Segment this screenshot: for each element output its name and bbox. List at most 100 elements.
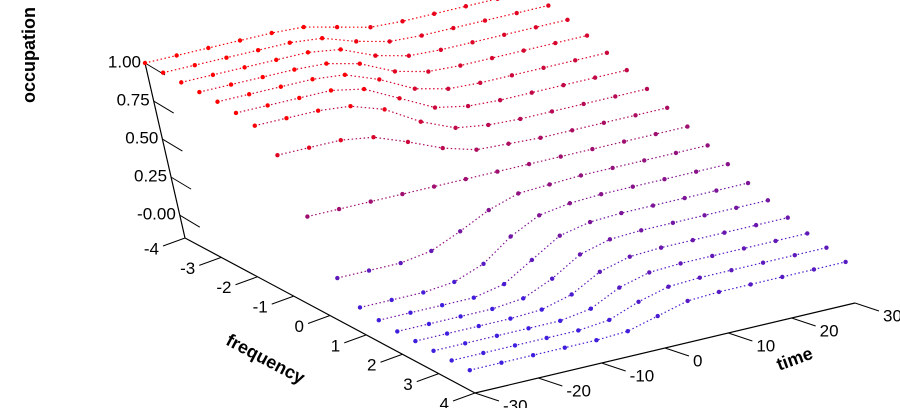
x-tick (474, 392, 500, 402)
surface-point (594, 337, 599, 343)
surface-point (693, 169, 699, 174)
surface-point (265, 103, 270, 108)
surface-point (354, 39, 359, 44)
surface-point (371, 135, 376, 140)
x-tick-label: 10 (756, 336, 775, 355)
surface-point (658, 245, 664, 250)
surface-point (210, 72, 216, 78)
surface-point (512, 343, 518, 348)
surface-point (518, 116, 523, 122)
surface-point (785, 215, 790, 220)
surface-point (567, 201, 573, 206)
surface-point (489, 55, 495, 61)
y-tick-label: -2 (216, 278, 231, 297)
x-tick-label: -20 (566, 381, 591, 400)
surface-point (577, 252, 583, 257)
surface-point (506, 141, 511, 146)
surface-point (377, 77, 382, 82)
surface-point (760, 260, 766, 265)
z-tick (170, 176, 192, 190)
surface-point (412, 86, 418, 91)
surface-point (748, 282, 753, 287)
surface-point (587, 219, 593, 225)
surface-point (397, 96, 402, 101)
surface-point (592, 75, 598, 80)
surface-point (710, 253, 715, 259)
surface-point (301, 24, 306, 30)
surface-point (537, 213, 542, 218)
surface-point (206, 45, 211, 51)
surface-point (590, 146, 595, 152)
surface-point (561, 82, 566, 88)
surface-point (233, 110, 239, 116)
y-tick (199, 256, 222, 266)
y-tick (235, 276, 258, 286)
surface-point (389, 297, 394, 303)
surface-point (544, 335, 549, 341)
surface-point (197, 89, 202, 95)
surface-point (305, 214, 310, 219)
surface-point (274, 57, 279, 63)
surface-point (361, 86, 367, 92)
surface-point (745, 180, 751, 186)
surface-point (729, 267, 734, 273)
surface-point (458, 314, 463, 319)
surface-point (348, 104, 353, 109)
surface-point (334, 24, 340, 30)
surface-point (452, 279, 457, 285)
surface-point (521, 296, 526, 301)
surface-point (549, 276, 555, 281)
surface-point (678, 261, 683, 266)
surface-point (215, 99, 220, 104)
surface-line (433, 232, 808, 352)
surface-point (633, 113, 638, 118)
surface-point (438, 47, 444, 52)
y-tick (271, 295, 294, 305)
surface-point (533, 25, 539, 30)
surface-point (642, 158, 647, 163)
surface-point (625, 328, 630, 334)
x-tick (664, 347, 690, 357)
surface-point (650, 203, 656, 208)
surface-point (655, 313, 660, 319)
surface-point (376, 318, 382, 323)
surface-point (357, 61, 362, 66)
surface-point (310, 77, 315, 82)
surface-point (429, 248, 434, 254)
surface-point (426, 321, 432, 327)
surface-point (481, 350, 486, 356)
surface-point (368, 199, 373, 204)
x-axis-title: time (774, 343, 816, 374)
surface-point (619, 210, 624, 216)
x-tick (728, 332, 753, 342)
x-tick (791, 317, 816, 327)
y-tick (380, 353, 403, 363)
surface-point (514, 10, 519, 16)
x-tick-label: 0 (693, 351, 702, 370)
surface-point (305, 50, 311, 55)
surface-point (673, 150, 679, 156)
surface-point (406, 53, 412, 58)
surface-point (392, 69, 398, 74)
surface-point (444, 331, 450, 336)
x-tick (601, 362, 626, 372)
surface-point (328, 88, 334, 93)
y-tick (162, 237, 186, 247)
surface-point (714, 188, 719, 193)
surface-point (338, 137, 343, 143)
y-tick (344, 334, 367, 344)
z-tick-label: 0.25 (134, 167, 167, 186)
x-tick-label: -10 (630, 366, 655, 385)
surface-point (432, 105, 438, 110)
surface-point (526, 326, 531, 331)
surface-point (252, 123, 257, 128)
surface-point (716, 289, 722, 295)
surface-point (576, 328, 581, 333)
surface-point (319, 36, 325, 41)
surface-point (529, 90, 534, 95)
surface-point (400, 19, 405, 24)
surface-point (474, 147, 479, 152)
surface-point (462, 341, 468, 346)
surface-point (453, 125, 458, 131)
surface-point (617, 285, 622, 290)
